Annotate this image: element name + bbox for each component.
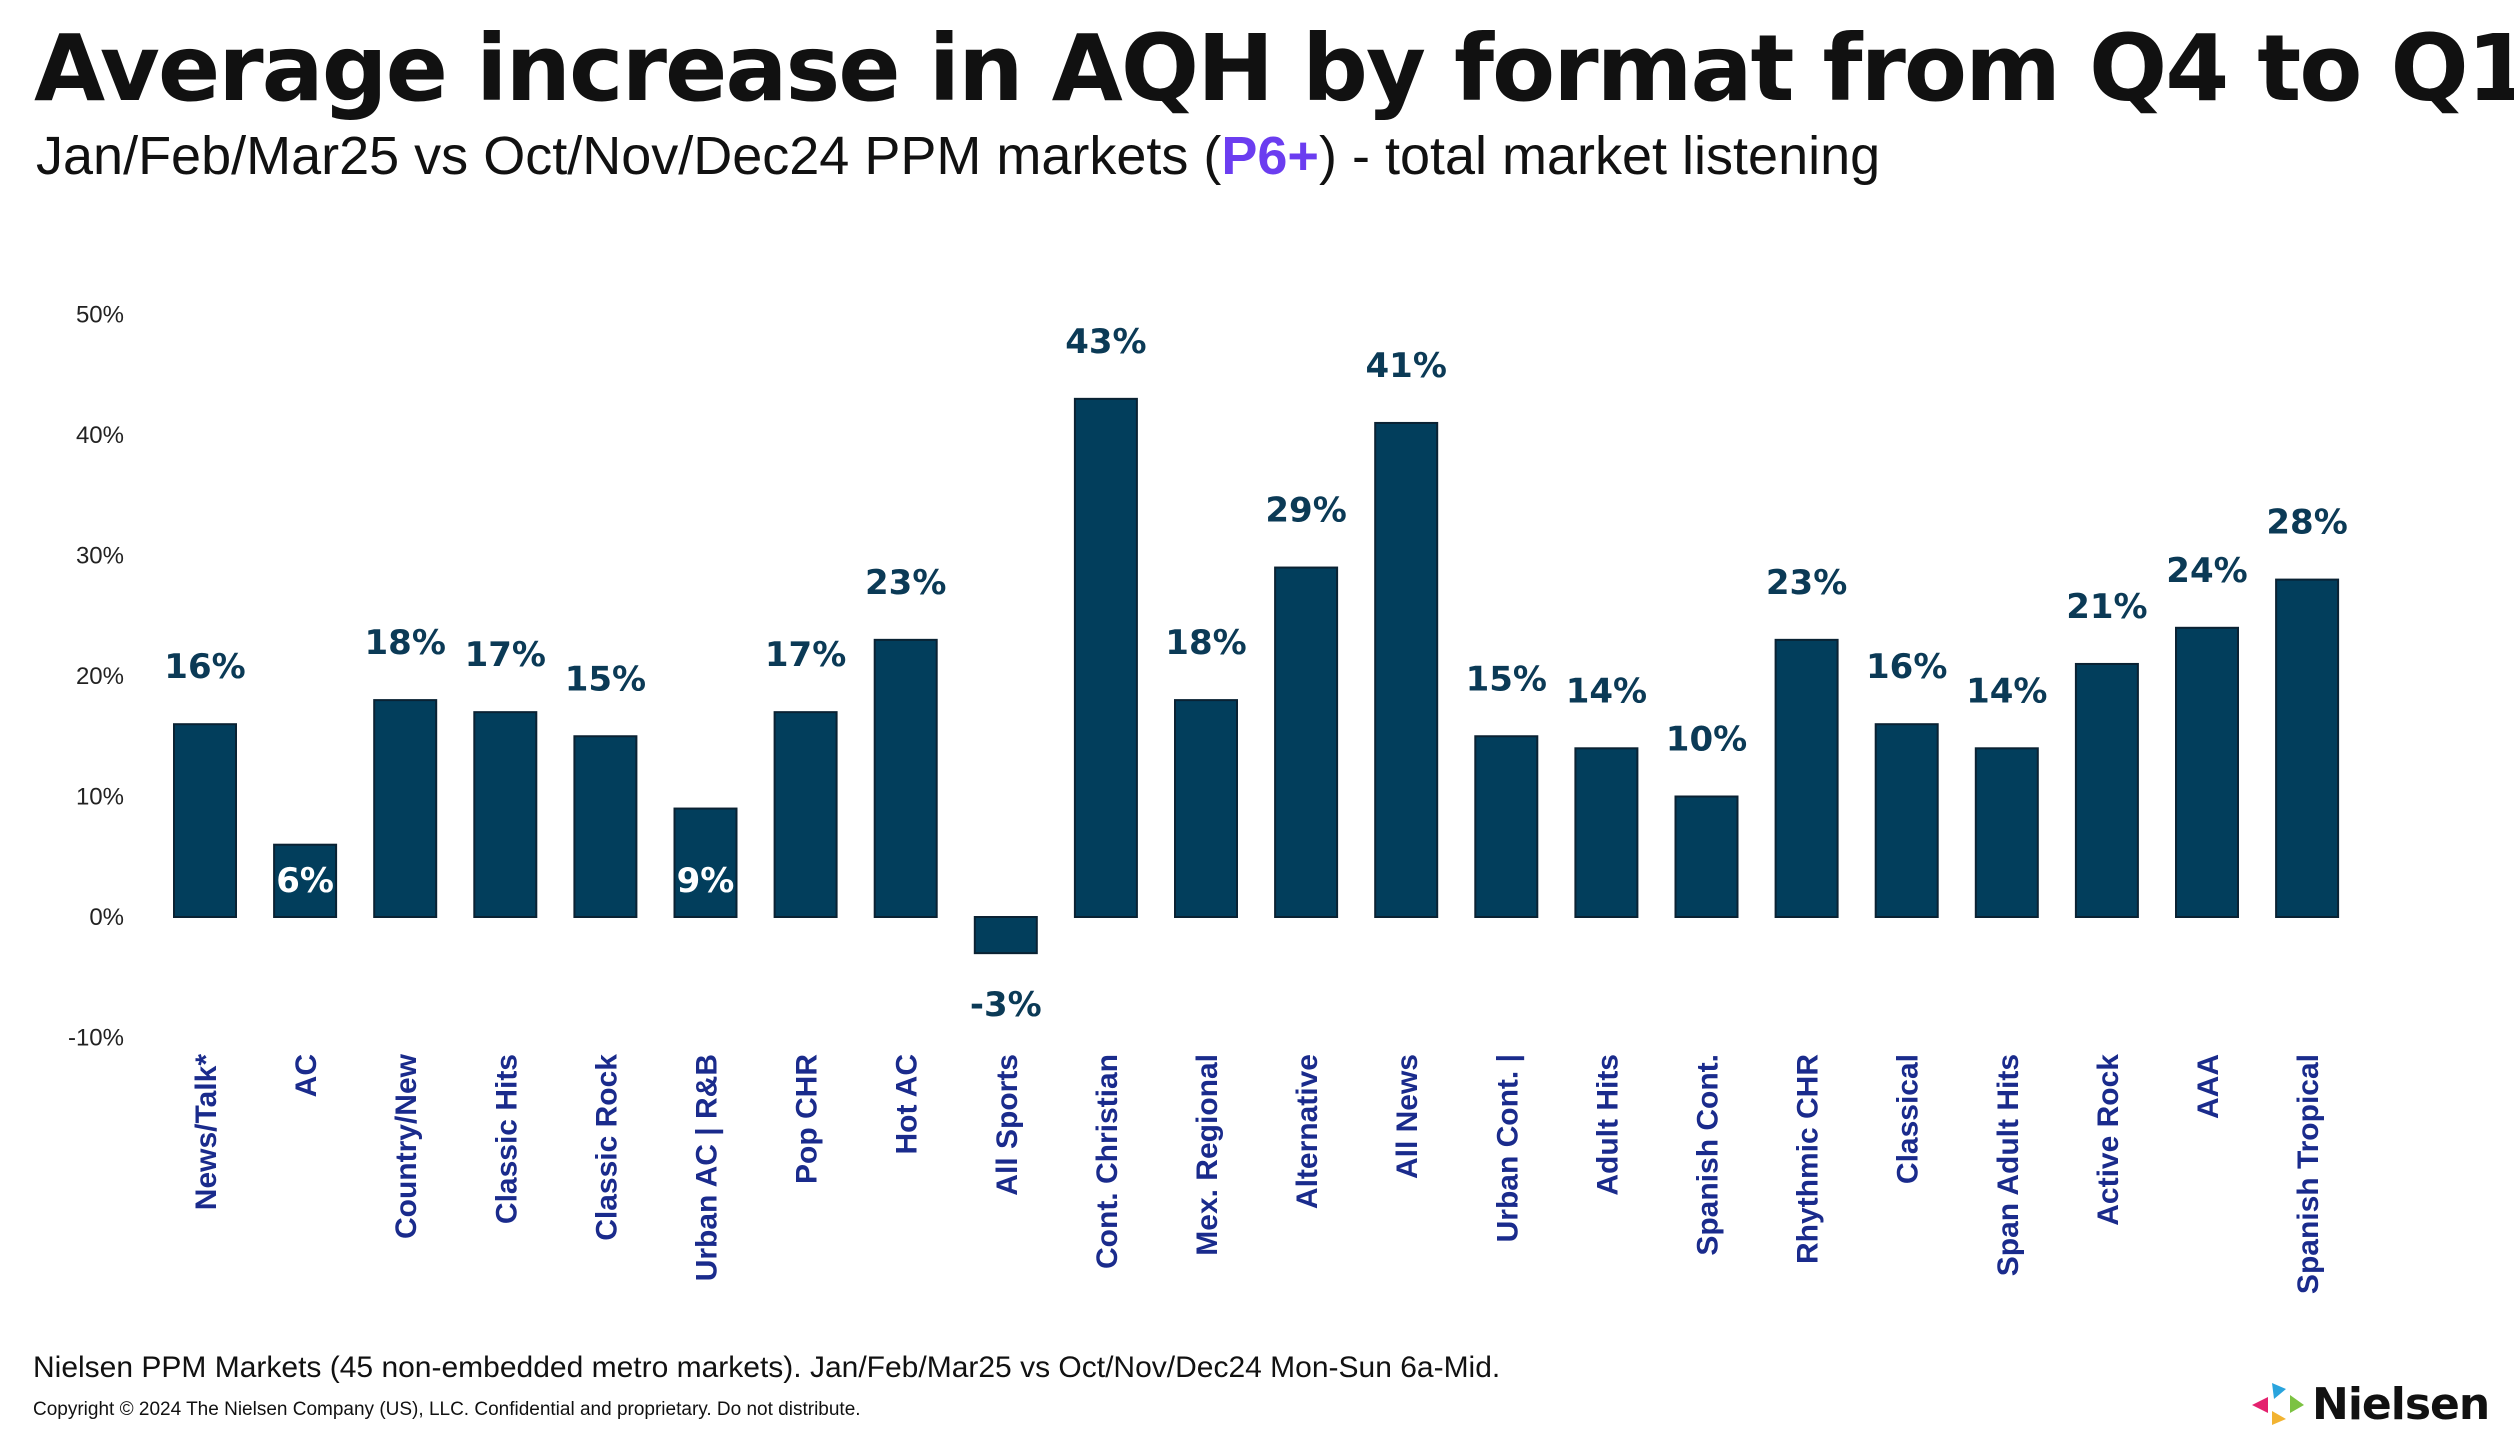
data-label: 18% (365, 623, 446, 663)
x-tick-label: Active Rock (2092, 1054, 2125, 1226)
subtitle-text-start: Jan/Feb/Mar25 vs Oct/Nov/Dec24 PPM marke… (36, 126, 1222, 186)
bar (2074, 662, 2139, 919)
x-tick-label: Classical (1892, 1054, 1925, 1184)
x-tick-label: Classic Hits (490, 1054, 523, 1224)
data-label: 41% (1366, 346, 1447, 386)
bar (2275, 578, 2340, 918)
logo-shape-1 (2252, 1397, 2268, 1413)
page-subtitle: Jan/Feb/Mar25 vs Oct/Nov/Dec24 PPM marke… (36, 124, 1880, 188)
data-label: 16% (1866, 647, 1947, 687)
data-label: 29% (1265, 491, 1346, 531)
x-tick-label: News/Talk* (190, 1054, 223, 1211)
bar (1474, 735, 1539, 918)
x-tick-label: Pop CHR (791, 1054, 824, 1184)
y-tick-label: 30% (76, 543, 124, 570)
y-tick-label: 10% (76, 784, 124, 811)
data-label: 43% (1065, 322, 1146, 362)
y-axis: -10% 0% 10% 20% 30% 40% 50% (68, 302, 124, 1052)
logo-shape-2 (2272, 1383, 2286, 1399)
logo-shape-4 (2272, 1411, 2286, 1425)
bar (1974, 747, 2039, 918)
x-tick-label: Mex. Regional (1191, 1054, 1224, 1256)
bar (673, 807, 738, 918)
x-tick-label: Urban Cont. | (1491, 1054, 1524, 1242)
subtitle-text-end: ) - total market listening (1318, 126, 1881, 186)
x-tick-label: All Sports (991, 1054, 1024, 1196)
data-label: 18% (1165, 623, 1246, 663)
data-label: 10% (1666, 720, 1747, 760)
bar (773, 711, 838, 918)
x-tick-label: Hot AC (891, 1054, 924, 1155)
footnote: Nielsen PPM Markets (45 non-embedded met… (33, 1351, 1501, 1384)
copyright-notice: Copyright © 2024 The Nielsen Company (US… (33, 1399, 861, 1420)
bars (173, 397, 2340, 955)
bar (473, 711, 538, 918)
data-label: 15% (1466, 659, 1547, 699)
data-label: 17% (765, 635, 846, 675)
subtitle-highlight: P6+ (1221, 126, 1319, 186)
bar (1774, 638, 1839, 918)
bar-chart: -10% 0% 10% 20% 30% 40% 50% 16% 6% 18% 17% 15% 9% 17… (68, 302, 2348, 1295)
brand-logo: Nielsen (2250, 1376, 2490, 1432)
data-label: 6% (276, 861, 334, 901)
bar (573, 735, 638, 918)
x-tick-label: Rhythmic CHR (1792, 1054, 1825, 1264)
y-tick-label: 20% (76, 663, 124, 690)
nielsen-logo-icon (2252, 1383, 2304, 1425)
y-tick-label: 50% (76, 302, 124, 329)
data-label: 9% (677, 861, 735, 901)
y-tick-label: 40% (76, 422, 124, 449)
x-tick-label: Classic Rock (590, 1054, 623, 1241)
bar (1274, 566, 1339, 918)
data-label: 21% (2066, 587, 2147, 627)
bar (373, 699, 438, 918)
bar (1874, 723, 1939, 919)
bar (1073, 397, 1138, 919)
data-label: -3% (970, 985, 1042, 1025)
x-tick-label: Country/New (390, 1053, 423, 1239)
bar (273, 843, 338, 919)
data-label: 24% (2166, 551, 2247, 591)
x-tick-label: AAA (2192, 1054, 2225, 1119)
data-label: 28% (2266, 503, 2347, 543)
x-tick-label: All News (1391, 1054, 1424, 1179)
logo-shape-3 (2290, 1395, 2304, 1413)
bar (1374, 421, 1439, 918)
bar (1674, 795, 1739, 918)
brand-name: Nielsen (2312, 1378, 2490, 1430)
data-label: 15% (565, 659, 646, 699)
x-tick-label: Urban AC | R&B (691, 1054, 724, 1281)
bar (1574, 747, 1639, 918)
x-tick-label: Alternative (1291, 1054, 1324, 1209)
y-tick-label: -10% (68, 1025, 124, 1052)
data-label: 14% (1566, 671, 1647, 711)
x-tick-label: Adult Hits (1591, 1054, 1624, 1196)
data-label: 17% (465, 635, 546, 675)
x-tick-label: Spanish Tropical (2292, 1054, 2325, 1294)
y-tick-label: 0% (89, 904, 124, 931)
data-labels: 16% 6% 18% 17% 15% 9% 17% 23% -3% 43% 18% 29% 41% 15%… (164, 322, 2347, 1025)
bar (173, 723, 237, 919)
page-title: Average increase in AQH by format from Q… (34, 15, 2514, 122)
x-tick-label: Cont. Christian (1091, 1054, 1124, 1269)
data-label: 14% (1966, 671, 2047, 711)
data-label: 16% (164, 647, 245, 687)
bar (973, 916, 1038, 955)
x-tick-label: Spanish Cont. (1692, 1054, 1725, 1256)
x-axis: News/Talk* AC Country/New Classic Hits Class… (190, 1053, 2325, 1294)
x-tick-label: AC (290, 1054, 323, 1097)
x-tick-label: Span Adult Hits (1992, 1054, 2025, 1276)
bar (1174, 699, 1238, 918)
bar (873, 638, 938, 918)
data-label: 23% (1766, 563, 1847, 603)
data-label: 23% (865, 563, 946, 603)
bar (2175, 626, 2239, 918)
